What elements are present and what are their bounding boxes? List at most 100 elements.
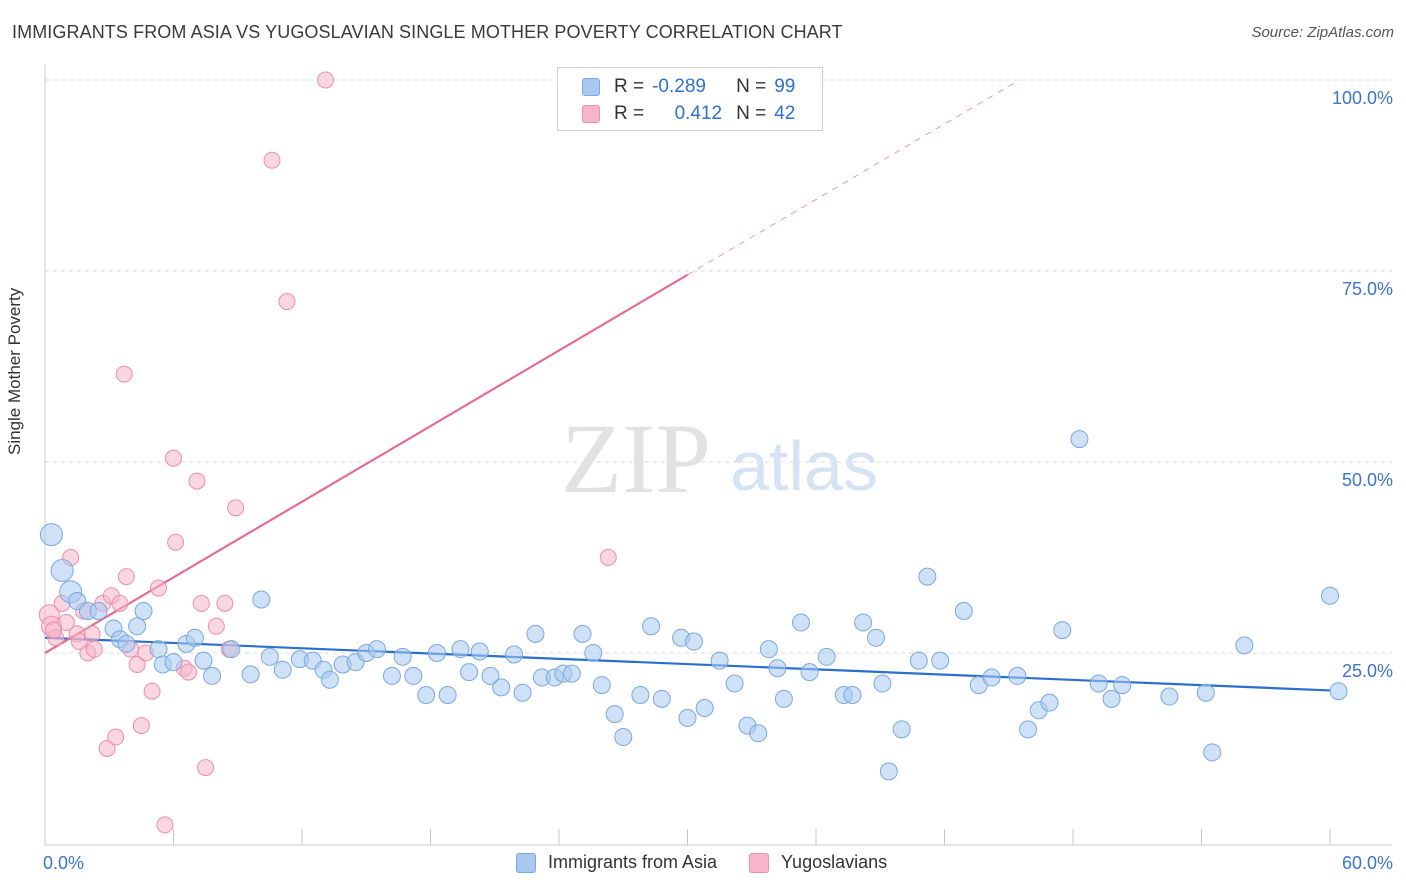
x-tick-label: 0.0%: [43, 853, 84, 873]
watermark: ZIP atlas: [561, 403, 878, 514]
source-note: Source: ZipAtlas.com: [1251, 24, 1394, 41]
asia-point: [573, 624, 592, 643]
asia-point: [605, 705, 624, 724]
asia-point: [273, 660, 292, 679]
asia-point: [1019, 720, 1038, 739]
asia-point: [642, 617, 661, 636]
y-tick-label: 75.0%: [1342, 279, 1393, 299]
asia-point: [695, 699, 714, 718]
asia-point: [451, 640, 470, 659]
asia-point: [50, 558, 74, 582]
n-label: N =: [736, 76, 767, 97]
yugoslavians-point: [167, 533, 185, 551]
asia-point: [1321, 586, 1339, 605]
yugoslavians-point: [143, 682, 161, 700]
asia-point: [1089, 674, 1108, 693]
asia-point: [873, 674, 892, 693]
asia-point: [866, 628, 885, 647]
asia-point: [854, 613, 873, 632]
asia-point: [526, 624, 545, 643]
yugoslavians-trend-extension: [687, 79, 1020, 276]
yugoslavians-point: [85, 640, 103, 658]
asia-point: [843, 686, 862, 705]
asia-point: [393, 647, 412, 666]
trend-lines: [44, 79, 1331, 692]
asia-point: [631, 686, 650, 705]
asia-point: [252, 590, 271, 609]
yugoslavians-point: [98, 740, 116, 757]
asia-points: [39, 430, 1348, 781]
yugoslavians-point: [128, 655, 146, 673]
asia-point: [1196, 683, 1215, 702]
r-value: 0.412: [674, 103, 723, 124]
asia-point: [1040, 693, 1059, 712]
yugoslavians-swatch: [582, 105, 600, 123]
asia-point: [185, 628, 204, 647]
asia-point: [892, 720, 911, 739]
stats-row-yugoslavians: R = 0.412 N = 42: [582, 102, 795, 126]
asia-point: [562, 664, 581, 683]
yugoslavians-point: [45, 621, 63, 639]
stats-row-asia: R = -0.289 N = 99: [582, 75, 795, 99]
asia-point: [320, 670, 339, 689]
asia-point: [1160, 687, 1179, 706]
legend-item-asia: Immigrants from Asia: [516, 852, 717, 873]
yugoslavians-point: [165, 449, 182, 467]
asia-point: [128, 617, 147, 636]
asia-point: [513, 683, 532, 702]
asia-point: [684, 632, 703, 651]
asia-point: [492, 678, 511, 697]
yugoslavians-point: [117, 568, 135, 586]
asia-point: [149, 640, 168, 659]
yugoslavians-point: [216, 594, 234, 612]
asia-point: [470, 642, 489, 661]
y-tick-label: 25.0%: [1342, 661, 1393, 681]
chart-title: IMMIGRANTS FROM ASIA VS YUGOSLAVIAN SING…: [12, 22, 843, 42]
asia-point: [134, 601, 153, 620]
yugoslavians-point: [132, 717, 150, 735]
asia-legend-swatch: [516, 852, 536, 873]
yugoslavians-point: [107, 728, 125, 746]
axes: [44, 65, 1392, 846]
yugoslavians-point: [179, 663, 197, 681]
asia-point: [725, 674, 744, 693]
yugoslavians-point: [111, 594, 129, 612]
asia-swatch: [582, 78, 600, 96]
asia-point: [1235, 636, 1254, 655]
legend-label-asia: Immigrants from Asia: [548, 852, 718, 872]
asia-point: [438, 686, 457, 705]
legend-item-yugoslavians: Yugoslavians: [749, 852, 887, 873]
y-axis-label: Single Mother Poverty: [5, 287, 24, 455]
watermark-zip: ZIP: [561, 403, 711, 514]
asia-point: [164, 653, 183, 672]
yugoslavians-point: [150, 579, 168, 597]
asia-point: [592, 676, 611, 695]
asia-point: [417, 686, 436, 705]
asia-point: [481, 666, 500, 685]
asia-point: [918, 567, 937, 586]
asia-point: [89, 601, 108, 620]
yugoslavians-points: [38, 71, 617, 834]
yugoslavians-legend-swatch: [749, 852, 770, 873]
asia-point: [1070, 430, 1089, 449]
yugoslavians-point: [197, 759, 215, 777]
asia-point: [768, 659, 787, 678]
asia-point: [39, 523, 63, 547]
asia-point: [1329, 682, 1348, 701]
asia-point: [817, 647, 836, 666]
asia-point: [241, 665, 260, 684]
yugoslavians-point: [115, 365, 133, 383]
yugoslavians-point: [599, 549, 617, 566]
n-value: 99: [774, 76, 796, 97]
asia-point: [749, 724, 768, 743]
grid-lines: [45, 79, 1392, 654]
yugoslavians-point: [156, 816, 174, 834]
yugoslavians-point: [192, 594, 210, 612]
asia-point: [614, 728, 633, 747]
asia-point: [792, 613, 811, 632]
asia-point: [931, 651, 950, 670]
asia-point: [710, 651, 729, 670]
y-tick-label: 100.0%: [1332, 88, 1393, 108]
asia-point: [1203, 743, 1222, 762]
asia-point: [367, 640, 386, 659]
